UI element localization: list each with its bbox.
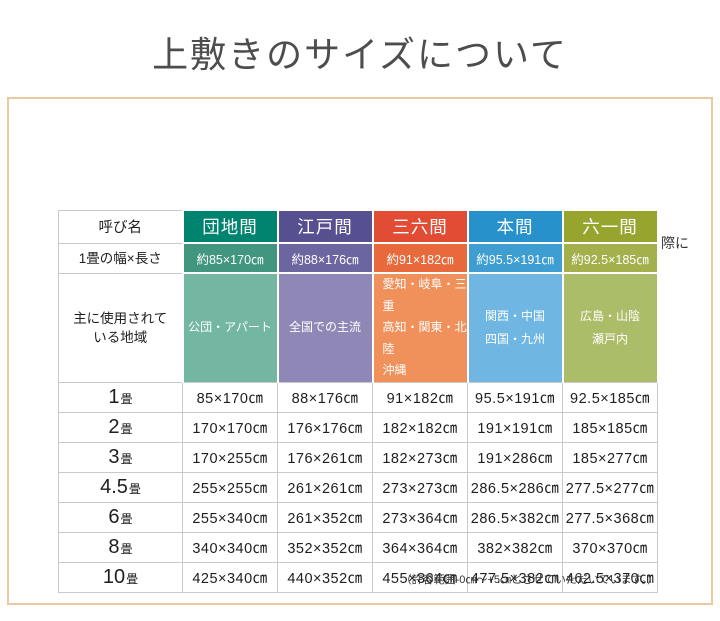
size-value: 455×364㎝ xyxy=(372,561,468,593)
row-label: 6畳 xyxy=(58,501,183,533)
row-label-unit: 畳 xyxy=(128,481,141,496)
column-header-danchima: 団地間 xyxy=(181,209,279,244)
unit-size-row-label: 1畳の幅×長さ xyxy=(58,242,183,274)
size-value: 170×255㎝ xyxy=(182,441,278,473)
regions-row-label-line2: いる地域 xyxy=(93,329,148,345)
corner-label: 呼び名 xyxy=(58,209,183,244)
size-value: 182×182㎝ xyxy=(372,411,468,443)
unit-size-edoma: 約88×176㎝ xyxy=(276,242,374,274)
unit-size-rokuichima: 約92.5×185㎝ xyxy=(561,242,659,274)
unit-size-honma: 約95.5×191㎝ xyxy=(466,242,564,274)
size-value: 185×277㎝ xyxy=(562,441,658,473)
table-row-4-5jo: 4.5畳 255×255㎝ 261×261㎝ 273×273㎝ 286.5×28… xyxy=(58,471,658,503)
size-value: 255×340㎝ xyxy=(182,501,278,533)
size-value: 176×176㎝ xyxy=(277,411,373,443)
row-label-unit: 畳 xyxy=(120,511,133,526)
column-header-sanrokuma: 三六間 xyxy=(371,209,469,244)
row-label-number: 4.5 xyxy=(100,475,128,498)
size-value: 273×273㎝ xyxy=(372,471,468,503)
unit-size-sanrokuma: 約91×182㎝ xyxy=(371,242,469,274)
table-row-3jo: 3畳 170×255㎝ 176×261㎝ 182×273㎝ 191×286㎝ 1… xyxy=(58,441,658,473)
size-value: 277.5×368㎝ xyxy=(562,501,658,533)
region-line: 広島・山陰 xyxy=(579,308,640,323)
size-value: 273×364㎝ xyxy=(372,501,468,533)
size-value: 261×261㎝ xyxy=(277,471,373,503)
table-row-1jo: 1畳 85×170㎝ 88×176㎝ 91×182㎝ 95.5×191㎝ 92.… xyxy=(58,381,658,413)
size-value: 91×182㎝ xyxy=(372,381,468,413)
row-label: 3畳 xyxy=(58,441,183,473)
size-value: 370×370㎝ xyxy=(562,531,658,563)
size-value: 261×352㎝ xyxy=(277,501,373,533)
size-value: 95.5×191㎝ xyxy=(467,381,563,413)
row-label: 8畳 xyxy=(58,531,183,563)
tatami-unit-size-row: 1畳の幅×長さ 約85×170㎝ 約88×176㎝ 約91×182㎝ 約95.5… xyxy=(58,242,659,274)
size-value: 462.5×370㎝ xyxy=(562,561,658,593)
row-label-unit: 畳 xyxy=(120,391,133,406)
size-value: 255×255㎝ xyxy=(182,471,278,503)
regions-row-label-line1: 主に使用されて xyxy=(73,310,168,326)
unit-size-danchima: 約85×170㎝ xyxy=(181,242,279,274)
table-row-2jo: 2畳 170×170㎝ 176×176㎝ 182×182㎝ 191×191㎝ 1… xyxy=(58,411,658,443)
size-value: 92.5×185㎝ xyxy=(562,381,658,413)
row-label-unit: 畳 xyxy=(126,571,139,586)
size-value: 382×382㎝ xyxy=(467,531,563,563)
table-row-8jo: 8畳 340×340㎝ 352×352㎝ 364×364㎝ 382×382㎝ 3… xyxy=(58,531,658,563)
size-value: 185×185㎝ xyxy=(562,411,658,443)
table-row-6jo: 6畳 255×340㎝ 261×352㎝ 273×364㎝ 286.5×382㎝… xyxy=(58,501,658,533)
row-label-unit: 畳 xyxy=(120,541,133,556)
row-label-number: 8 xyxy=(108,535,120,558)
size-value: 170×170㎝ xyxy=(182,411,278,443)
row-label: 1畳 xyxy=(58,381,183,413)
region-line: 瀬戸内 xyxy=(591,331,628,346)
region-line: 沖縄 xyxy=(382,363,407,377)
region-line: 愛知・岐阜・三重 xyxy=(382,277,467,313)
size-value: 364×364㎝ xyxy=(372,531,468,563)
size-value: 85×170㎝ xyxy=(182,381,278,413)
tatami-size-table: 呼び名 団地間 江戸間 三六間 本間 六一間 1畳の幅×長さ 約85×170㎝ … xyxy=(58,209,659,593)
size-value: 425×340㎝ xyxy=(182,561,278,593)
size-value: 176×261㎝ xyxy=(277,441,373,473)
size-value: 286.5×382㎝ xyxy=(467,501,563,533)
size-value: 88×176㎝ xyxy=(277,381,373,413)
regions-row: 主に使用されて いる地域 公団・アパート 全国での主流 愛知・岐阜・三重 高知・… xyxy=(58,272,659,383)
region-line: 関西・中国 xyxy=(484,308,545,323)
regions-edoma: 全国での主流 xyxy=(276,272,374,383)
size-value: 191×286㎝ xyxy=(467,441,563,473)
size-value: 286.5×286㎝ xyxy=(467,471,563,503)
row-label-number: 2 xyxy=(108,415,120,438)
column-header-rokuichima: 六一間 xyxy=(561,209,659,244)
size-value: 191×191㎝ xyxy=(467,411,563,443)
table-row-10jo: 10畳 425×340㎝ 440×352㎝ 455×364㎝ 477.5×382… xyxy=(58,561,658,593)
row-label: 4.5畳 xyxy=(58,471,183,503)
column-header-honma: 本間 xyxy=(466,209,564,244)
row-label-number: 10 xyxy=(102,565,126,588)
size-value: 440×352㎝ xyxy=(277,561,373,593)
row-label-number: 1 xyxy=(108,385,120,408)
regions-sanrokuma: 愛知・岐阜・三重 高知・関東・北陸 沖縄 xyxy=(371,272,469,383)
row-label-unit: 畳 xyxy=(120,421,133,436)
tolerance-footnote: （許容範囲-0㎝〜+5㎝とさせていただいています。） xyxy=(400,574,658,586)
size-value: 340×340㎝ xyxy=(182,531,278,563)
size-value: 182×273㎝ xyxy=(372,441,468,473)
row-label-number: 6 xyxy=(108,505,120,528)
region-line: 高知・関東・北陸 xyxy=(382,320,467,356)
size-value: 277.5×277㎝ xyxy=(562,471,658,503)
column-header-edoma: 江戸間 xyxy=(276,209,374,244)
region-line: 公団・アパート xyxy=(188,320,272,335)
region-line: 四国・九州 xyxy=(484,331,545,346)
regions-row-label: 主に使用されて いる地域 xyxy=(58,272,183,383)
size-value: 352×352㎝ xyxy=(277,531,373,563)
row-label: 10畳 xyxy=(58,561,183,593)
row-label-unit: 畳 xyxy=(120,451,133,466)
page-title: 上敷きのサイズについて xyxy=(152,35,568,76)
row-label: 2畳 xyxy=(58,411,183,443)
regions-honma: 関西・中国 四国・九州 xyxy=(466,272,564,383)
regions-rokuichima: 広島・山陰 瀬戸内 xyxy=(561,272,659,383)
region-line: 全国での主流 xyxy=(288,320,361,335)
regions-danchima: 公団・アパート xyxy=(181,272,279,383)
row-label-number: 3 xyxy=(108,445,120,468)
table-header-row: 呼び名 団地間 江戸間 三六間 本間 六一間 xyxy=(58,209,659,244)
